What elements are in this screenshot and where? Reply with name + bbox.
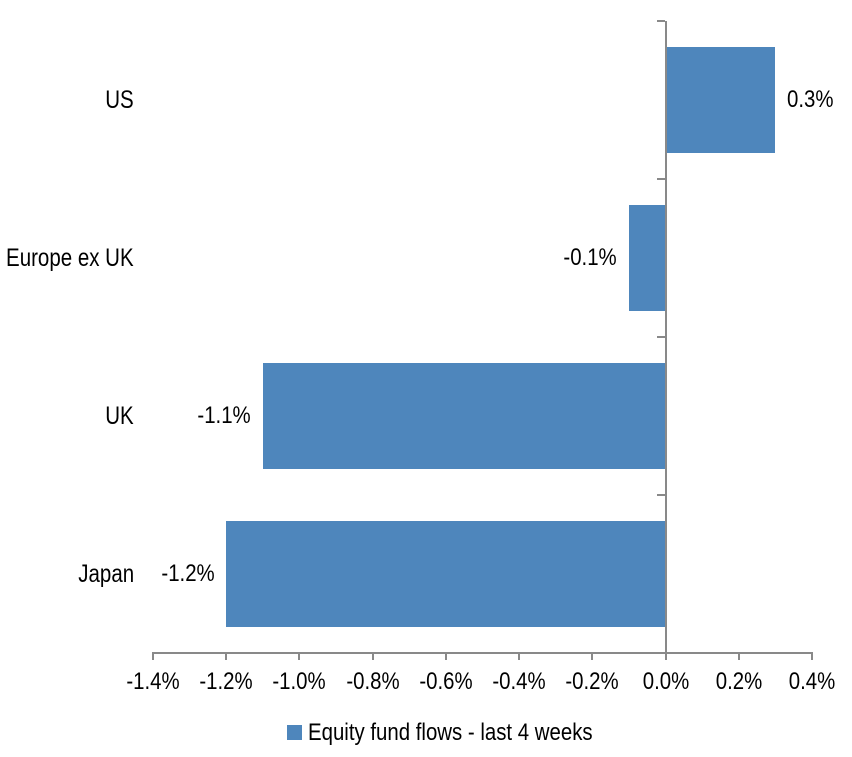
y-axis-tick-1 [656,178,665,180]
data-label-uk: -1.1% [197,402,251,429]
category-label-japan: Japan [78,560,134,588]
x-axis-tick-label-7: 0.0% [642,668,689,695]
bar-us [665,47,776,153]
x-axis-tick-label-4: -0.6% [419,668,473,695]
x-axis-tick-4 [444,653,447,660]
x-axis-tick-2 [298,653,301,660]
x-axis-tick-3 [371,653,374,660]
x-axis-tick-label-5: -0.4% [492,668,546,695]
x-axis-tick-label-0: -1.4% [126,668,180,695]
category-label-uk: UK [105,402,134,430]
x-axis-tick-9 [811,653,813,660]
legend-label: Equity fund flows - last 4 weeks [308,719,593,746]
category-label-us: US [105,86,134,114]
data-label-europe-ex-uk: -0.1% [563,244,617,271]
bar-uk [262,363,666,469]
x-axis-line [152,652,813,654]
bar-europe-ex-uk [628,205,666,311]
y-axis-tick-3 [656,494,665,496]
x-axis-tick-label-8: 0.2% [715,668,763,695]
x-axis-tick-label-1: -1.2% [199,668,253,695]
data-label-us: 0.3% [787,86,834,113]
x-axis-tick-label-6: -0.2% [565,668,619,695]
y-axis-zero-line [664,21,667,653]
bar-japan [226,521,666,627]
x-axis-tick-6 [591,653,594,660]
legend-swatch-icon [287,725,302,740]
x-axis-tick-label-3: -0.8% [346,668,400,695]
x-axis-tick-label-9: 0.4% [788,668,836,695]
x-axis-tick-7 [664,653,667,660]
data-label-japan: -1.2% [160,560,215,587]
category-label-europe-ex-uk: Europe ex UK [6,244,134,272]
x-axis-tick-0 [152,653,154,660]
y-axis-tick-0 [656,20,665,22]
x-axis-tick-label-2: -1.0% [272,668,327,695]
x-axis-tick-1 [225,653,228,660]
x-axis-tick-5 [518,653,521,660]
y-axis-tick-2 [656,336,665,338]
x-axis-tick-8 [737,653,740,660]
